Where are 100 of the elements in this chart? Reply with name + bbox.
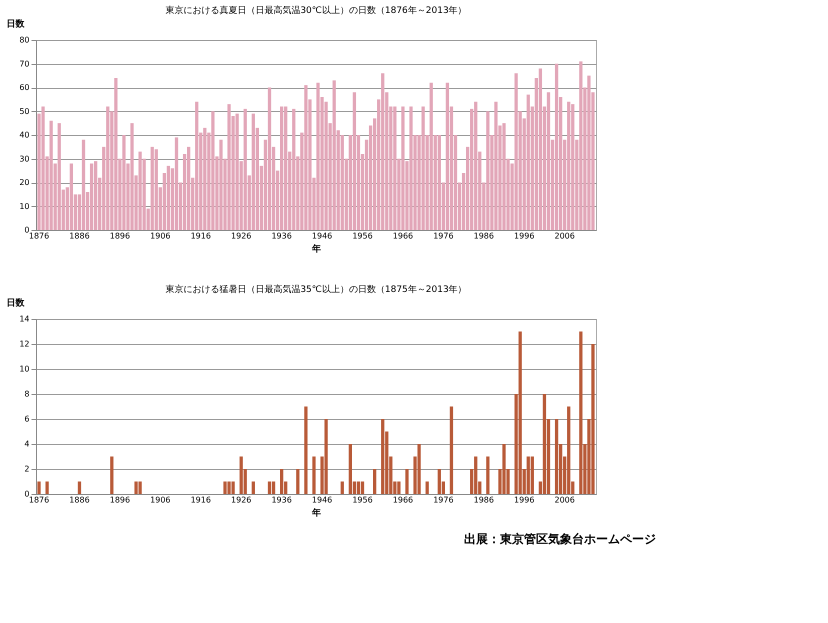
bar — [58, 123, 61, 230]
y-tick-label: 0 — [24, 226, 30, 234]
x-tick-label: 1936 — [271, 496, 292, 504]
x-tick-label: 1966 — [392, 232, 414, 240]
bar — [296, 469, 300, 494]
bar — [567, 406, 570, 494]
bar — [150, 146, 154, 230]
y-tick-label: 30 — [19, 154, 30, 164]
y-axis-title: 日数 — [6, 298, 26, 308]
bar — [37, 482, 41, 494]
bar — [312, 456, 316, 494]
x-tick-label: 1976 — [433, 496, 454, 504]
y-tick-label: 20 — [19, 178, 30, 187]
bar — [401, 106, 405, 230]
bar — [272, 482, 276, 494]
bar — [546, 92, 550, 230]
bar — [203, 128, 206, 230]
bar — [518, 332, 522, 494]
bar — [422, 106, 425, 230]
bar — [417, 444, 421, 494]
x-axis-title: 年 — [311, 508, 321, 518]
x-tick-label: 1976 — [433, 232, 454, 240]
bar — [502, 444, 506, 494]
bar — [236, 114, 239, 230]
bar — [166, 166, 170, 230]
y-tick-label: 4 — [24, 440, 30, 448]
bar — [50, 120, 53, 230]
y-tick-label: 12 — [19, 340, 30, 348]
bar — [356, 482, 360, 494]
x-tick-label: 1916 — [190, 232, 211, 240]
bar — [211, 111, 215, 230]
bar — [579, 332, 582, 494]
bar — [579, 61, 582, 230]
bar — [446, 82, 450, 230]
bar — [304, 406, 308, 494]
y-tick-label: 8 — [24, 390, 30, 398]
x-tick-label: 1986 — [474, 496, 494, 504]
bar — [114, 78, 118, 230]
bar — [591, 344, 595, 494]
bar — [41, 106, 45, 230]
x-tick-label: 1966 — [392, 496, 414, 504]
bar — [430, 82, 433, 230]
y-tick-label: 50 — [19, 106, 30, 116]
bar — [514, 73, 518, 230]
x-tick-label: 1956 — [352, 496, 373, 504]
bar — [530, 456, 534, 494]
bar — [174, 137, 178, 230]
y-tick-label: 80 — [19, 36, 30, 44]
bar — [187, 146, 190, 230]
y-tick-label: 2 — [24, 464, 30, 474]
x-tick-label: 1946 — [312, 232, 332, 240]
bar — [324, 419, 328, 494]
bar — [240, 456, 243, 494]
bar — [571, 104, 574, 230]
bar — [438, 469, 441, 494]
bar — [252, 114, 255, 230]
x-tick-label: 2006 — [554, 232, 575, 240]
bar — [138, 152, 142, 230]
bar — [486, 456, 490, 494]
bar — [340, 482, 344, 494]
y-tick-label: 14 — [19, 314, 30, 324]
bar — [94, 161, 98, 230]
x-tick-label: 1996 — [514, 496, 534, 504]
bar — [280, 469, 284, 494]
x-tick-label: 1926 — [231, 232, 252, 240]
bar — [90, 164, 94, 230]
bar — [450, 406, 454, 494]
bar — [372, 469, 376, 494]
bar — [70, 164, 74, 230]
bar — [138, 482, 142, 494]
x-axis-title: 年 — [311, 244, 321, 254]
bar — [122, 135, 126, 230]
chart-title: 東京における猛暑日（日最高気温35℃以上）の日数（1875年～2013年） — [165, 284, 467, 295]
bar — [409, 106, 413, 230]
bar — [316, 82, 320, 230]
bar — [438, 135, 441, 230]
bar — [45, 482, 49, 494]
bar — [393, 106, 396, 230]
x-tick-label: 1986 — [474, 232, 494, 240]
bar — [252, 482, 255, 494]
x-tick-label: 1916 — [190, 496, 211, 504]
bar — [78, 482, 82, 494]
bar — [554, 419, 558, 494]
bar — [227, 104, 231, 230]
bar — [304, 85, 308, 230]
bar — [542, 394, 546, 494]
bar — [280, 106, 284, 230]
text: 出展：東京管区気象台ホームページ — [464, 532, 656, 546]
y-tick-label: 70 — [19, 59, 30, 68]
x-tick-label: 1896 — [110, 496, 130, 504]
chart-title: 東京における真夏日（日最高気温30℃以上）の日数（1876年～2013年） — [165, 5, 467, 16]
bar — [486, 111, 490, 230]
bar — [134, 482, 138, 494]
y-tick-label: 6 — [24, 414, 30, 424]
bar — [82, 140, 86, 230]
bar — [268, 88, 272, 230]
x-tick-label: 1876 — [28, 496, 50, 504]
bar — [587, 76, 591, 230]
x-tick-label: 1946 — [312, 496, 332, 504]
y-tick-label: 60 — [19, 83, 30, 92]
